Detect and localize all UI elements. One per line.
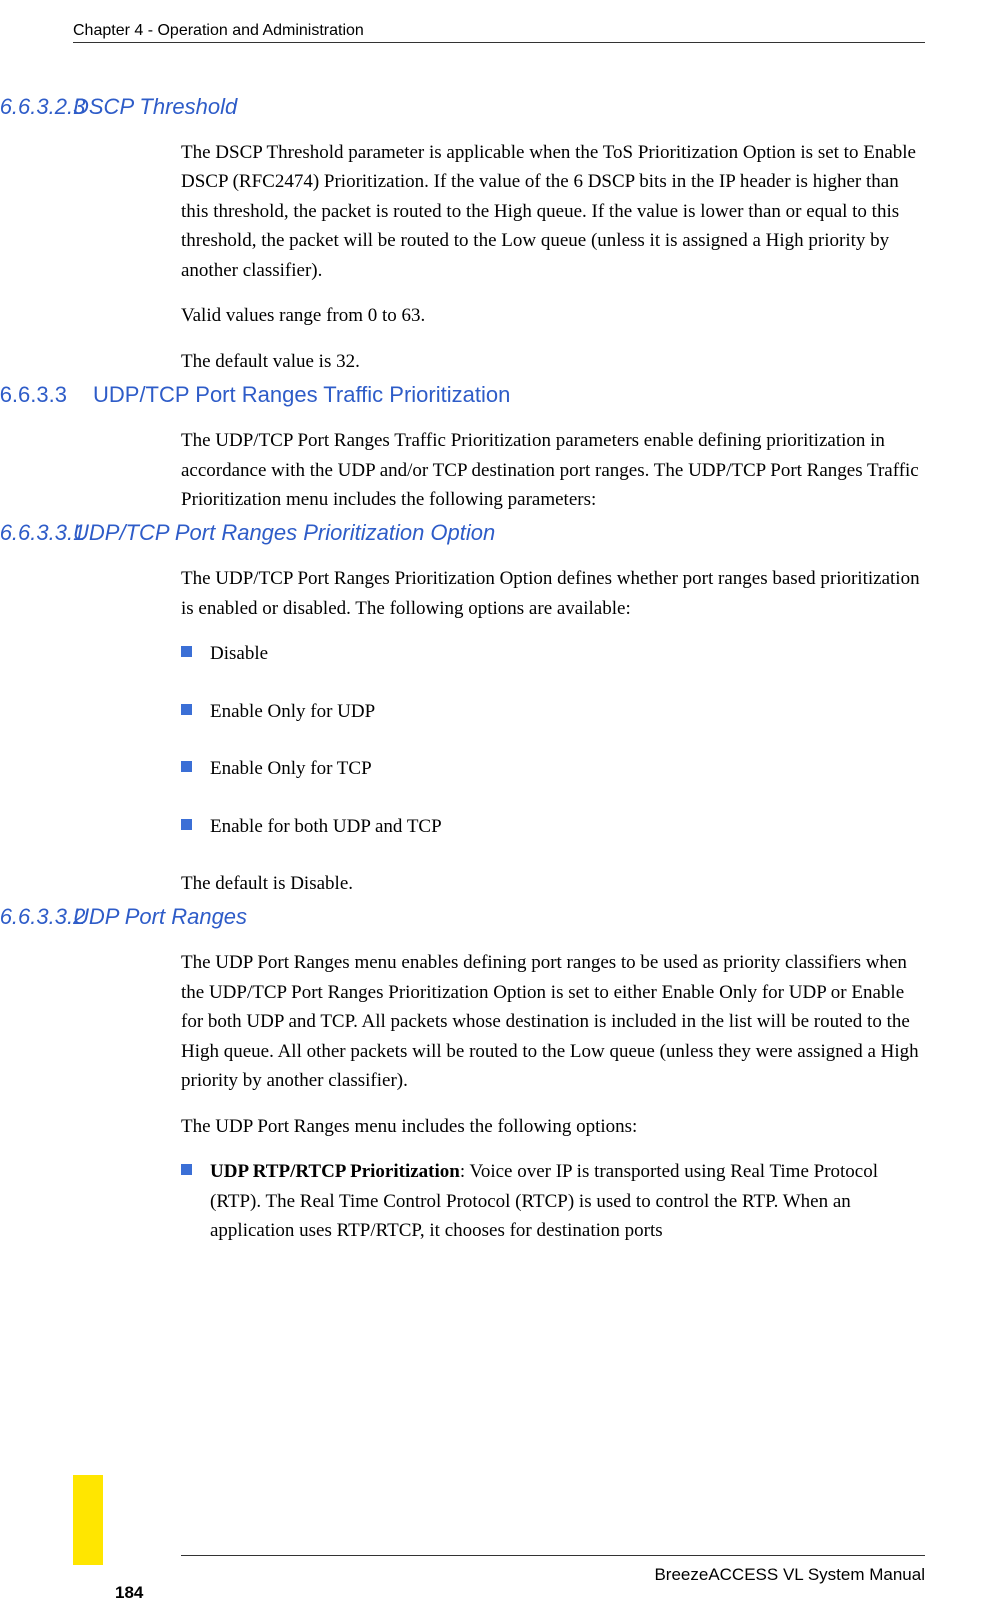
section-body: The UDP/TCP Port Ranges Traffic Prioriti… (181, 426, 925, 514)
heading-title: DSCP Threshold (73, 94, 237, 119)
yellow-accent-bar (73, 1475, 103, 1565)
footer-rule (181, 1555, 925, 1556)
header-rule (73, 42, 925, 43)
heading-title: UDP/TCP Port Ranges Traffic Prioritizati… (93, 382, 510, 407)
paragraph: The DSCP Threshold parameter is applicab… (181, 138, 925, 285)
heading-num: 4.2.6.6.3.3.1 (0, 520, 85, 546)
heading-num: 4.2.6.6.3.3 (0, 382, 67, 408)
bullet-square-icon (181, 761, 192, 772)
heading-udp-port-ranges: 4.2.6.6.3.3.2 UDP Port Ranges (73, 904, 925, 930)
heading-num: 4.2.6.6.3.2.3 (0, 94, 85, 120)
paragraph: The UDP/TCP Port Ranges Prioritization O… (181, 564, 925, 623)
bullet-square-icon (181, 1164, 192, 1175)
list-item: Disable (181, 639, 925, 668)
bullet-bold: UDP RTP/RTCP Prioritization (210, 1161, 460, 1182)
heading-dscp-threshold: 4.2.6.6.3.2.3 DSCP Threshold (73, 94, 925, 120)
list-item: Enable Only for TCP (181, 754, 925, 783)
bullet-text: Disable (210, 639, 925, 668)
heading-title: UDP Port Ranges (73, 904, 247, 929)
heading-num: 4.2.6.6.3.3.2 (0, 904, 85, 930)
heading-udp-tcp-prioritization: 4.2.6.6.3.3 UDP/TCP Port Ranges Traffic … (73, 382, 925, 408)
list-item: UDP RTP/RTCP Prioritization: Voice over … (181, 1157, 925, 1245)
header-chapter: Chapter 4 - Operation and Administration (73, 22, 364, 40)
manual-title: BreezeACCESS VL System Manual (654, 1565, 925, 1585)
list-item: Enable for both UDP and TCP (181, 812, 925, 841)
bullet-square-icon (181, 704, 192, 715)
section-body: The UDP/TCP Port Ranges Prioritization O… (181, 564, 925, 898)
bullet-square-icon (181, 819, 192, 830)
paragraph: The UDP/TCP Port Ranges Traffic Prioriti… (181, 426, 925, 514)
bullet-list: Disable Enable Only for UDP Enable Only … (181, 639, 925, 841)
paragraph: The UDP Port Ranges menu enables definin… (181, 948, 925, 1095)
heading-prioritization-option: 4.2.6.6.3.3.1 UDP/TCP Port Ranges Priori… (73, 520, 925, 546)
paragraph: The default value is 32. (181, 347, 925, 376)
bullet-text: UDP RTP/RTCP Prioritization: Voice over … (210, 1157, 925, 1245)
bullet-square-icon (181, 646, 192, 657)
bullet-text: Enable Only for TCP (210, 754, 925, 783)
content-area: 4.2.6.6.3.2.3 DSCP Threshold The DSCP Th… (73, 80, 925, 1245)
heading-title: UDP/TCP Port Ranges Prioritization Optio… (73, 520, 495, 545)
paragraph: Valid values range from 0 to 63. (181, 301, 925, 330)
page-number: 184 (115, 1583, 143, 1603)
paragraph: The UDP Port Ranges menu includes the fo… (181, 1112, 925, 1141)
page: Chapter 4 - Operation and Administration… (0, 0, 985, 1595)
paragraph: The default is Disable. (181, 869, 925, 898)
bullet-text: Enable for both UDP and TCP (210, 812, 925, 841)
bullet-text: Enable Only for UDP (210, 697, 925, 726)
bullet-list: UDP RTP/RTCP Prioritization: Voice over … (181, 1157, 925, 1245)
section-body: The DSCP Threshold parameter is applicab… (181, 138, 925, 376)
list-item: Enable Only for UDP (181, 697, 925, 726)
section-body: The UDP Port Ranges menu enables definin… (181, 948, 925, 1245)
